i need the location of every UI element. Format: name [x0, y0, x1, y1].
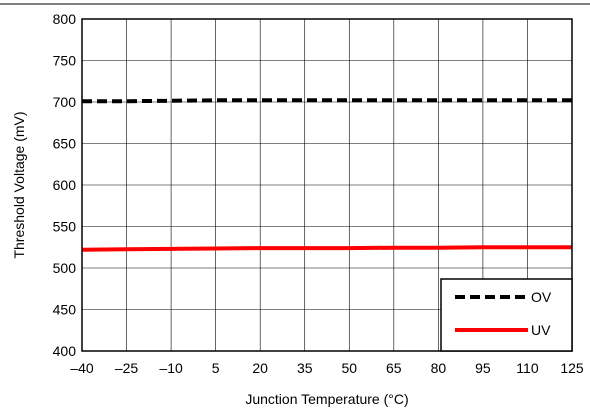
- x-tick-label: –10: [159, 360, 183, 376]
- legend-box: [440, 278, 573, 352]
- x-tick-label: 35: [297, 360, 313, 376]
- y-tick-label: 650: [53, 136, 77, 152]
- plot-frame: [81, 18, 573, 352]
- x-tick-label: 65: [386, 360, 402, 376]
- x-tick-label: 95: [475, 360, 491, 376]
- x-tick-label: 5: [212, 360, 220, 376]
- legend-ov-label: OV: [531, 289, 552, 305]
- x-tick-label: 50: [341, 360, 357, 376]
- x-tick-label: 20: [252, 360, 268, 376]
- y-axis-label: Threshold Voltage (mV): [11, 111, 27, 258]
- y-tick-label: 750: [53, 53, 77, 69]
- series-lines: [81, 98, 572, 252]
- y-tick-label: 500: [53, 260, 77, 276]
- y-tick-labels: 400 450 500 550 600 650 700 750 800: [53, 11, 77, 359]
- series-line-uv: [81, 245, 572, 252]
- x-tick-labels: –40 –25 –10 5 20 35 50 65 80 95 110 125: [70, 360, 584, 376]
- x-tick-label: 125: [560, 360, 584, 376]
- y-tick-label: 700: [53, 94, 77, 110]
- x-axis-label: Junction Temperature (°C): [245, 391, 408, 407]
- y-tick-label: 400: [53, 343, 77, 359]
- series-line-ov: [82, 98, 572, 104]
- y-tick-label: 600: [53, 177, 77, 193]
- x-tick-label: 110: [516, 360, 539, 376]
- y-tick-label: 550: [53, 219, 77, 235]
- x-tick-label: –25: [115, 360, 139, 376]
- x-tick-label: –40: [70, 360, 94, 376]
- y-tick-label: 450: [53, 302, 77, 318]
- legend-uv-label: UV: [531, 322, 551, 338]
- legend: OV UV: [440, 278, 573, 352]
- y-tick-label: 800: [53, 11, 77, 27]
- x-tick-label: 80: [431, 360, 447, 376]
